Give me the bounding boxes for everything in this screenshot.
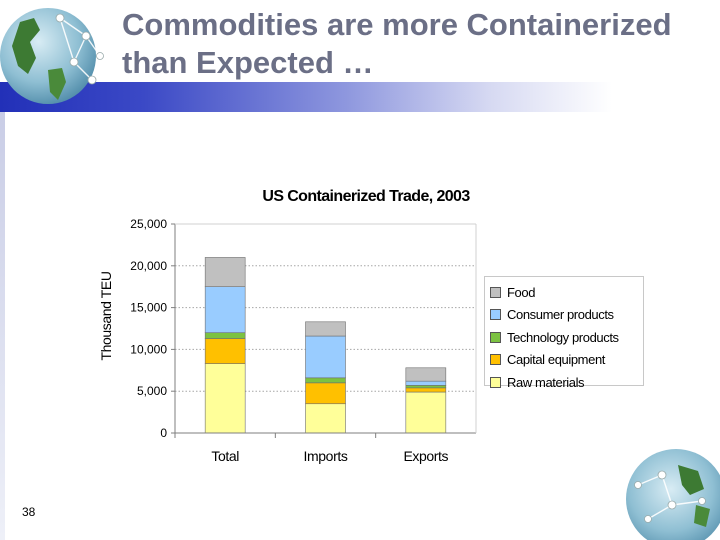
bar-imports-capital-equipment xyxy=(305,382,346,405)
axes-group xyxy=(171,223,477,438)
header-gradient-band xyxy=(0,82,720,112)
y-tick-labels: 0 5,000 10,000 15,000 20,000 25,000 xyxy=(130,217,167,440)
y-tick-label: 20,000 xyxy=(130,259,167,273)
bar-exports-capital-equipment xyxy=(405,387,447,393)
bar-total-consumer-products xyxy=(204,286,246,333)
chart-title: US Containerized Trade, 2003 xyxy=(262,188,470,205)
legend-item: Technology products xyxy=(490,326,643,349)
y-tick-label: 15,000 xyxy=(130,301,167,315)
y-axis-label: Thousand TEU xyxy=(98,271,114,360)
y-tick-label: 5,000 xyxy=(137,384,167,398)
bar-total-food xyxy=(204,257,246,288)
legend-swatch xyxy=(490,376,501,388)
x-tick-labels: Total Imports Exports xyxy=(211,448,449,464)
legend-label: Food xyxy=(507,284,536,300)
legend-label: Consumer products xyxy=(507,307,614,323)
slide-title: Commodities are more Containerized than … xyxy=(122,6,672,82)
slide-number: 38 xyxy=(22,505,36,519)
bar-total-technology-products xyxy=(204,332,246,339)
legend-label: Raw materials xyxy=(507,374,585,390)
x-tick-label: Total xyxy=(211,448,239,464)
legend-item: Consumer products xyxy=(490,304,643,327)
globe-decor-icon xyxy=(626,449,720,540)
bar-imports-food xyxy=(305,321,346,337)
bar-exports-consumer-products xyxy=(405,380,447,386)
bar-imports-raw-materials xyxy=(305,403,346,434)
bar-exports-food xyxy=(405,367,447,382)
bar-imports-technology-products xyxy=(305,377,346,384)
slide-title-line-2: than Expected … xyxy=(122,45,374,80)
globe-logo-icon xyxy=(0,8,104,104)
bar-total-raw-materials xyxy=(204,363,246,434)
legend-item: Food xyxy=(490,281,643,304)
legend-swatch xyxy=(490,331,501,343)
legend-swatch xyxy=(490,286,501,298)
left-decor-bar xyxy=(0,110,5,540)
bars-group xyxy=(204,257,447,434)
y-tick-label: 0 xyxy=(160,426,167,440)
legend-item: Raw materials xyxy=(490,371,643,394)
legend-item: Capital equipment xyxy=(490,349,643,372)
chart-legend: Food Consumer products Technology products… xyxy=(484,276,644,390)
bar-imports-consumer-products xyxy=(305,335,346,379)
bar-exports-raw-materials xyxy=(405,391,447,434)
legend-swatch xyxy=(490,354,501,366)
legend-label: Technology products xyxy=(507,329,619,345)
y-tick-label: 25,000 xyxy=(130,217,167,231)
x-tick-label: Exports xyxy=(403,448,448,464)
bar-total-capital-equipment xyxy=(204,338,246,364)
legend-swatch xyxy=(490,309,501,321)
legend-label: Capital equipment xyxy=(507,352,605,368)
y-tick-label: 10,000 xyxy=(130,342,167,356)
slide-title-line-1: Commodities are more Containerized xyxy=(122,7,672,42)
bar-exports-technology-products xyxy=(405,385,447,389)
x-tick-label: Imports xyxy=(304,448,348,464)
